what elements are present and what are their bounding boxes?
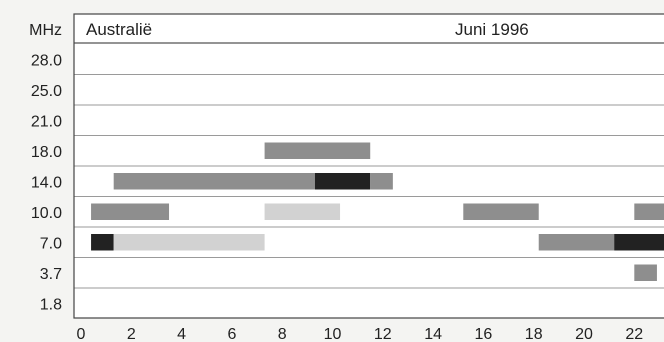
x-tick-label: 12 <box>374 326 392 342</box>
chart-subtitle: Juni 1996 <box>455 20 529 39</box>
y-axis-unit-label: MHz <box>29 22 62 39</box>
y-tick-label: 21.0 <box>31 113 62 130</box>
opening-bar <box>91 203 170 220</box>
opening-bar <box>634 203 664 220</box>
x-tick-label: 16 <box>475 326 493 342</box>
x-tick-label: 8 <box>278 326 287 342</box>
x-tick-labels: 024681012141618202224 <box>77 326 644 342</box>
x-tick-label: 18 <box>525 326 543 342</box>
opening-bar <box>113 234 265 251</box>
grid-lines <box>74 74 664 289</box>
x-tick-label: 10 <box>324 326 342 342</box>
y-tick-label: 7.0 <box>40 235 62 252</box>
opening-bar <box>264 142 371 159</box>
y-tick-labels: 28.0 25.0 21.0 18.0 14.0 10.0 7.0 3.7 1.8 <box>31 52 62 313</box>
bar-series <box>91 142 664 281</box>
x-tick-label: 6 <box>227 326 236 342</box>
opening-bar <box>264 203 341 220</box>
opening-bar <box>314 173 371 190</box>
x-tick-label: 2 <box>127 326 136 342</box>
plot-frame <box>73 13 664 319</box>
y-tick-label: 28.0 <box>31 52 62 69</box>
y-tick-label: 3.7 <box>40 266 62 283</box>
y-tick-label: 18.0 <box>31 144 62 161</box>
opening-bar <box>634 264 657 281</box>
opening-bar <box>463 203 539 220</box>
x-tick-label: 22 <box>625 326 643 342</box>
y-tick-label: 10.0 <box>31 205 62 222</box>
opening-bar <box>370 173 393 190</box>
y-tick-label: 14.0 <box>31 174 62 191</box>
opening-bar <box>113 173 315 190</box>
y-tick-label: 25.0 <box>31 83 62 100</box>
x-tick-label: 4 <box>177 326 186 342</box>
x-tick-label: 20 <box>575 326 593 342</box>
opening-bar <box>538 234 615 251</box>
x-tick-label: 0 <box>77 326 86 342</box>
x-tick-label: 14 <box>424 326 442 342</box>
opening-bar <box>614 234 664 251</box>
chart-title: Australië <box>86 20 152 39</box>
y-tick-label: 1.8 <box>40 296 62 313</box>
opening-bar <box>91 234 114 251</box>
